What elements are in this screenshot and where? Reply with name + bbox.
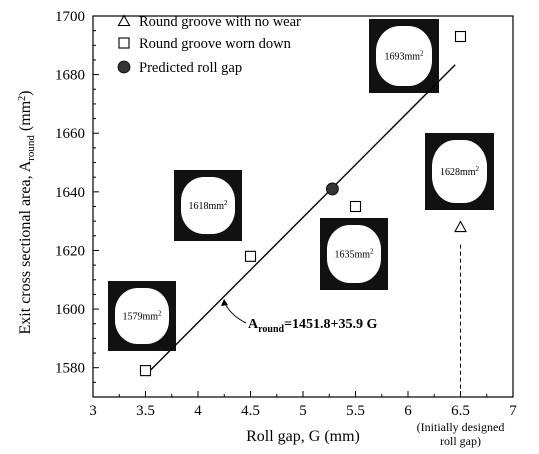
data-point <box>454 30 467 43</box>
inset-label: 1618mm2 <box>188 199 228 212</box>
cross-section-shape <box>327 225 381 283</box>
x-tick-label: 4 <box>194 403 202 419</box>
x-tick-label: 5 <box>299 403 307 419</box>
cross-section-shape <box>181 177 235 234</box>
y-tick-label: 1580 <box>55 361 85 377</box>
legend-item: Round groove worn down <box>118 36 292 52</box>
inset-image: 1579mm2 <box>108 281 176 351</box>
data-point <box>454 220 467 233</box>
design-gap-note: roll gap) <box>440 434 481 448</box>
insets-layer: 1579mm2 1618mm2 1635mm2 1693mm2 1628mm2 <box>108 19 494 351</box>
fit-equation: Around=1451.8+35.9 G <box>248 317 378 335</box>
legend-item: Round groove with no wear <box>117 14 301 30</box>
inset-image: 1635mm2 <box>320 218 388 290</box>
legend-label: Round groove worn down <box>139 36 292 52</box>
cross-section-shape <box>376 26 432 86</box>
y-tick-label: 1600 <box>55 302 85 318</box>
x-tick-label: 5.5 <box>346 403 365 419</box>
y-tick-label: 1700 <box>55 9 85 25</box>
cross-section-shape <box>115 288 169 344</box>
legend: Round groove with no wear Round groove wo… <box>117 14 301 76</box>
inset-image: 1693mm2 <box>369 19 439 93</box>
x-tick-label: 7 <box>509 403 517 419</box>
y-axis-title: Exit cross sectional area, Around (mm2) <box>17 91 37 335</box>
design-gap-note: (Initially designed <box>417 420 505 434</box>
ticks-layer: 3 3.5 4 4.5 5 5.5 6 6.5 7 1580 1600 1620 1640 1660 168… <box>55 9 517 419</box>
x-tick-label: 6.5 <box>451 403 470 419</box>
legend-marker <box>117 14 131 27</box>
data-point <box>244 250 257 262</box>
legend-marker <box>117 60 131 74</box>
inset-image: 1618mm2 <box>174 170 242 241</box>
x-tick-label: 3 <box>89 403 97 419</box>
x-axis-title: Roll gap, G (mm) <box>246 428 360 445</box>
fit-line <box>150 64 456 371</box>
x-tick-label: 3.5 <box>136 403 155 419</box>
inset-label: 1635mm2 <box>334 248 374 261</box>
y-tick-label: 1660 <box>55 126 85 142</box>
legend-label: Round groove with no wear <box>139 14 301 30</box>
y-tick-label: 1620 <box>55 243 85 259</box>
marks-layer <box>139 30 467 395</box>
data-point <box>349 200 362 213</box>
cross-section-shape <box>432 140 487 203</box>
x-tick-label: 4.5 <box>241 403 260 419</box>
labels-layer: Roll gap, G (mm) Exit cross sectional are… <box>17 91 504 448</box>
y-tick-label: 1640 <box>55 185 85 201</box>
equation-arrowhead <box>221 299 228 306</box>
legend-marker <box>118 37 130 49</box>
data-point <box>139 365 152 377</box>
y-tick-label: 1680 <box>55 68 85 84</box>
inset-image: 1628mm2 <box>425 133 494 210</box>
legend-item: Predicted roll gap <box>117 60 242 76</box>
x-tick-label: 6 <box>404 403 412 419</box>
legend-label: Predicted roll gap <box>139 60 242 76</box>
inset-label: 1579mm2 <box>122 310 162 323</box>
data-point <box>325 182 339 196</box>
inset-label: 1693mm2 <box>384 50 424 63</box>
inset-label: 1628mm2 <box>440 165 480 178</box>
